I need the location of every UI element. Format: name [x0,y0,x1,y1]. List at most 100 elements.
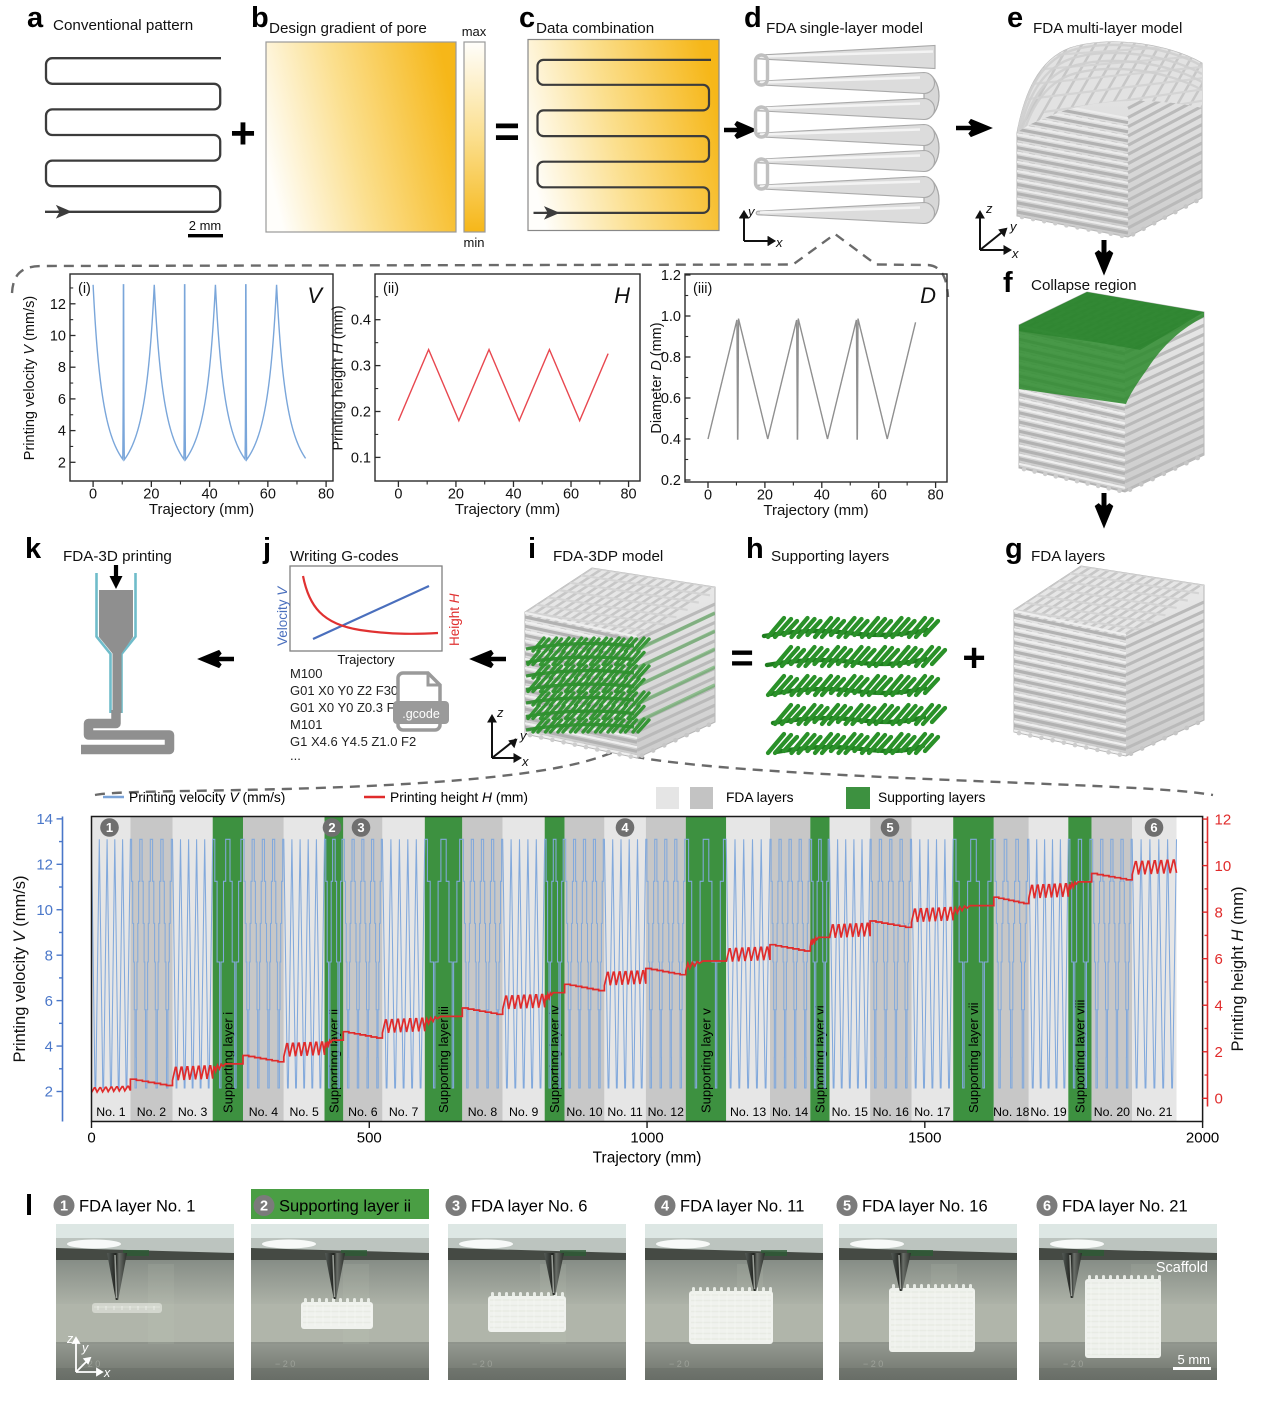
svg-text:0.8: 0.8 [661,350,681,366]
svg-text:10: 10 [1215,858,1232,875]
svg-text:12: 12 [36,857,53,874]
svg-text:D: D [920,283,936,308]
svg-text:2: 2 [260,1199,268,1215]
svg-text:0.4: 0.4 [661,432,681,448]
svg-text:Printing velocity V (mm/s): Printing velocity V (mm/s) [129,790,285,805]
svg-text:Printing velocity V (mm/s): Printing velocity V (mm/s) [11,875,29,1062]
svg-text:f: f [1003,267,1013,299]
svg-text:6: 6 [1043,1199,1051,1215]
svg-text:No. 5: No. 5 [289,1105,319,1119]
svg-text:− 2 0: − 2 0 [863,1359,883,1369]
svg-text:z: z [66,1332,74,1346]
svg-text:Supporting layer i: Supporting layer i [220,1012,235,1113]
svg-text:12: 12 [50,297,66,313]
svg-text:80: 80 [928,488,944,504]
svg-text:Printing height H (mm): Printing height H (mm) [1229,886,1247,1051]
svg-text:No. 4: No. 4 [249,1105,279,1119]
svg-text:12: 12 [1215,811,1232,828]
svg-text:4: 4 [621,820,629,835]
svg-text:=: = [730,636,753,680]
svg-text:60: 60 [260,487,276,503]
svg-text:0: 0 [704,488,712,504]
svg-text:.gcode: .gcode [402,707,440,721]
svg-text:y: y [1009,219,1018,234]
svg-text:5 mm: 5 mm [1178,1352,1211,1367]
svg-text:− 2 0: − 2 0 [1063,1359,1083,1369]
svg-text:FDA layer No. 1: FDA layer No. 1 [79,1198,195,1216]
svg-text:No. 20: No. 20 [1094,1105,1130,1119]
svg-text:No. 13: No. 13 [730,1105,766,1119]
svg-text:Trajectory: Trajectory [337,652,395,667]
svg-text:y: y [81,1341,89,1355]
svg-text:10: 10 [50,329,66,345]
svg-text:y: y [519,728,528,743]
svg-text:i: i [528,533,536,565]
svg-text:+: + [962,636,985,680]
svg-text:8: 8 [1215,904,1223,921]
svg-text:Trajectory (mm): Trajectory (mm) [763,502,868,519]
svg-text:d: d [744,2,762,34]
svg-text:No. 18: No. 18 [993,1105,1029,1119]
svg-text:1: 1 [60,1199,68,1215]
svg-text:No. 15: No. 15 [832,1105,868,1119]
svg-text:3: 3 [452,1199,460,1215]
svg-text:M100: M100 [290,666,323,681]
svg-text:4: 4 [58,424,66,440]
svg-text:FDA-3D printing: FDA-3D printing [63,548,172,565]
svg-text:10: 10 [36,902,53,919]
svg-text:No. 19: No. 19 [1030,1105,1066,1119]
svg-text:x: x [1011,246,1019,261]
svg-text:2: 2 [328,820,335,835]
svg-text:0.3: 0.3 [351,359,371,375]
svg-text:c: c [519,2,535,34]
svg-text:No. 9: No. 9 [509,1105,539,1119]
svg-text:6: 6 [58,392,66,408]
svg-text:1500: 1500 [908,1130,941,1147]
svg-text:j: j [262,533,271,565]
svg-text:4: 4 [45,1038,53,1055]
svg-text:Supporting layer ii: Supporting layer ii [279,1198,411,1216]
svg-text:60: 60 [563,487,579,503]
svg-text:Supporting layers: Supporting layers [771,548,890,565]
svg-text:...: ... [290,748,301,763]
svg-text:1.2: 1.2 [661,268,681,284]
svg-text:G01 X0 Y0 Z0.3 F8: G01 X0 Y0 Z0.3 F8 [290,700,402,715]
svg-text:a: a [27,2,44,34]
svg-text:Writing G-codes: Writing G-codes [290,548,399,565]
svg-text:+: + [230,109,256,158]
svg-text:Scaffold: Scaffold [1156,1260,1208,1276]
svg-text:No. 16: No. 16 [873,1105,909,1119]
svg-text:Supporting layer v: Supporting layer v [699,1008,714,1113]
svg-text:FDA layer No. 21: FDA layer No. 21 [1062,1198,1188,1216]
svg-text:x: x [521,754,529,769]
svg-text:Height H: Height H [447,593,462,646]
svg-text:14: 14 [36,811,53,828]
svg-text:Velocity V: Velocity V [275,585,290,646]
svg-text:(ii): (ii) [383,281,399,297]
svg-text:No. 6: No. 6 [348,1105,378,1119]
svg-text:No. 12: No. 12 [648,1105,684,1119]
svg-text:1000: 1000 [630,1130,663,1147]
svg-text:0: 0 [87,1130,95,1147]
svg-text:l: l [25,1190,33,1222]
svg-text:2 mm: 2 mm [189,218,222,233]
svg-text:1: 1 [106,820,113,835]
svg-text:Printing height H (mm): Printing height H (mm) [390,790,528,805]
svg-text:FDA-3DP model: FDA-3DP model [553,548,663,565]
svg-text:Data combination: Data combination [536,20,654,37]
svg-text:No. 17: No. 17 [914,1105,950,1119]
svg-text:No. 10: No. 10 [566,1105,602,1119]
svg-text:Diameter D (mm): Diameter D (mm) [649,322,665,433]
svg-text:V: V [307,283,324,308]
svg-text:− 2 0: − 2 0 [80,1359,100,1369]
svg-text:5: 5 [843,1199,851,1215]
svg-text:No. 3: No. 3 [178,1105,208,1119]
svg-text:(iii): (iii) [693,281,712,297]
svg-text:No. 7: No. 7 [389,1105,419,1119]
svg-text:No. 2: No. 2 [137,1105,167,1119]
svg-text:G01 X0 Y0 Z2 F30: G01 X0 Y0 Z2 F30 [290,683,398,698]
svg-text:No. 1: No. 1 [96,1105,126,1119]
svg-text:x: x [775,235,783,250]
svg-text:Conventional pattern: Conventional pattern [53,17,193,34]
svg-text:6: 6 [1215,951,1223,968]
